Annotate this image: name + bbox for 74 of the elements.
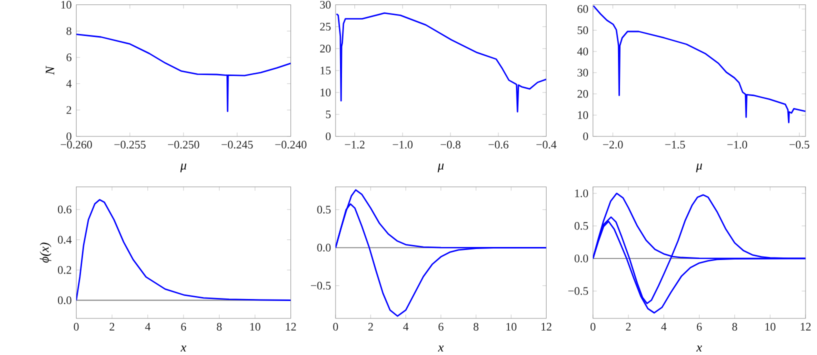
x-axis-title: μ [438,164,444,172]
y-tick-label: 5 [326,110,331,118]
y-tick-label: 0.0 [574,254,588,263]
x-axis-title: μ [696,164,702,172]
y-tick-label: 4 [66,80,72,88]
y-tick-label: 10 [61,1,72,9]
y-tick-label: 6 [66,54,72,62]
x-tick-label: −2.0 [603,140,623,149]
y-tick-label: 30 [320,1,331,9]
x-tick-label: 4 [661,323,667,331]
x-tick-label: 6 [181,323,186,331]
x-tick-label: −0.4 [536,140,556,149]
x-tick-label: 2 [110,323,114,331]
y-tick-label: 10 [320,88,331,97]
x-tick-label: 2 [368,323,373,331]
x-tick-label: −0.245 [222,140,253,149]
x-tick-label: 8 [474,323,478,331]
y-tick-label: 0.5 [574,222,588,230]
y-tick-label: 0.6 [58,206,72,214]
x-tick-label: 10 [506,323,516,331]
y-tick-label: −0.5 [310,282,331,290]
x-axis-title: x [696,346,702,352]
x-tick-label: 2 [626,323,631,331]
y-tick-label: 60 [578,5,588,14]
y-tick-label: 0.4 [58,236,72,244]
y-tick-label: 2 [66,106,72,114]
x-tick-label: −0.250 [168,140,200,149]
y-tick-label: 1.0 [575,190,588,198]
x-tick-label: −0.5 [790,140,810,149]
y-tick-label: 0 [583,132,588,140]
x-tick-label: 10 [250,323,260,331]
x-tick-label: 12 [286,323,296,331]
x-axis-title: μ [180,164,186,172]
x-tick-label: 0 [74,323,79,331]
x-tick-label: −1.2 [344,140,364,149]
y-tick-label: 10 [578,111,588,120]
y-tick-label: 0.2 [58,266,72,274]
y-tick-label: 8 [66,27,72,36]
y-tick-label: 0.0 [317,244,331,252]
x-tick-label: 10 [765,323,776,331]
x-tick-label: 8 [216,323,222,331]
x-tick-label: 8 [732,323,738,331]
x-tick-label: 4 [403,323,408,331]
y-tick-label: 0 [66,132,72,140]
y-tick-label: 20 [578,90,588,98]
x-tick-label: −0.260 [60,140,92,149]
x-tick-label: 0 [333,323,338,331]
y-tick-label: 0 [326,132,331,140]
y-tick-label: 0.0 [58,296,72,304]
x-tick-label: −1.5 [665,140,685,149]
x-tick-label: −1.0 [392,140,413,149]
x-tick-label: −1.0 [727,140,748,149]
y-tick-label: 25 [320,23,331,31]
x-tick-label: −0.8 [440,140,460,149]
x-tick-label: −0.240 [275,140,306,149]
x-tick-label: −0.6 [488,140,508,149]
y-tick-label: 15 [320,66,331,75]
y-tick-label: 50 [578,26,588,34]
y-tick-label: 0.5 [317,206,331,214]
y-axis-title: N [46,66,54,76]
y-tick-label: −0.5 [568,287,588,296]
y-tick-label: 20 [320,44,331,53]
x-axis-title: x [180,346,186,352]
x-tick-label: 12 [542,323,552,331]
x-tick-label: 12 [800,323,811,331]
y-tick-label: 40 [577,48,588,56]
y-tick-label: 30 [578,68,588,77]
x-axis-title: x [438,346,444,352]
x-tick-label: 4 [145,323,150,331]
y-axis-title: ϕ(x) [40,242,52,263]
x-tick-label: 6 [438,323,444,331]
x-tick-label: 6 [696,323,702,331]
x-tick-label: 0 [590,323,596,331]
x-tick-label: −0.255 [114,140,146,149]
